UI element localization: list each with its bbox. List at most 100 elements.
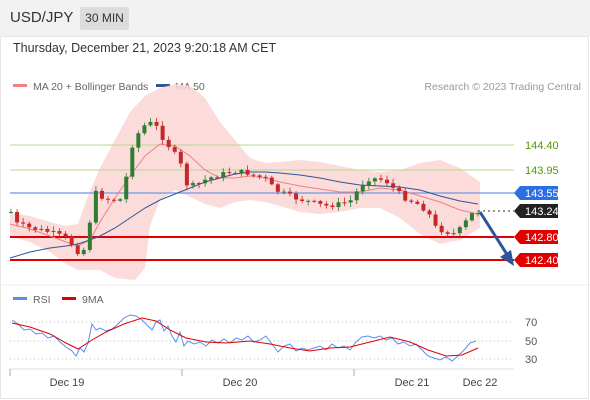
candle-body (136, 133, 141, 148)
candle-body (427, 210, 432, 215)
candle-body (9, 211, 13, 213)
candle-body (336, 202, 341, 208)
candle-body (306, 200, 311, 202)
candle-body (39, 228, 44, 230)
candle-body (33, 227, 38, 230)
candle-body (397, 187, 402, 192)
candle-body (275, 184, 280, 192)
candle-body (227, 172, 232, 174)
candle-body (63, 233, 68, 237)
level-label-142-40: 142.40 (525, 255, 559, 267)
credit-text: Research © 2023 Trading Central (424, 81, 581, 93)
x-label-dec-19: Dec 19 (50, 377, 85, 389)
price-candles (9, 117, 480, 257)
symbol-label: USD/JPY (10, 9, 74, 26)
candle-body (366, 181, 371, 186)
ma20-legend-swatch (13, 84, 27, 87)
candle-body (457, 227, 462, 234)
candle-body (342, 202, 347, 204)
rsi-level-50-label: 50 (525, 336, 537, 348)
candle-body (215, 177, 220, 179)
candle-body (197, 183, 202, 185)
candle-body (221, 172, 226, 178)
candle-body (45, 228, 50, 232)
rsi-legend-swatch (13, 297, 27, 300)
candle-body (166, 139, 171, 148)
candle-body (51, 231, 56, 233)
candle-body (124, 176, 129, 200)
candle-body (172, 147, 177, 152)
x-label-dec-20: Dec 20 (223, 377, 258, 389)
candle-body (372, 178, 377, 182)
level-label-143-24: 143.24 (525, 206, 559, 218)
candle-body (469, 213, 474, 221)
bollinger-band (10, 84, 480, 280)
candle-body (69, 236, 74, 246)
candle-body (451, 233, 456, 235)
x-label-dec-21: Dec 21 (395, 377, 430, 389)
rsi-legend-label: RSI (33, 294, 51, 306)
rsi-ma-legend-label: 9MA (82, 294, 104, 306)
candle-body (385, 179, 390, 184)
candle-body (148, 121, 153, 126)
candle-body (27, 223, 32, 228)
level-label-143-55: 143.55 (525, 188, 559, 200)
chart-datetime: Thursday, December 21, 2023 9:20:18 AM C… (13, 41, 277, 55)
level-tag-143-24 (514, 204, 558, 218)
candle-body (184, 163, 189, 186)
rsi-line (11, 314, 477, 362)
candle-body (287, 191, 292, 194)
candle-body (154, 121, 159, 126)
candle-body (160, 125, 165, 140)
timeframe-button[interactable]: 30 MIN (80, 7, 129, 30)
candle-body (348, 200, 353, 203)
x-label-dec-22: Dec 22 (463, 377, 498, 389)
candle-body (330, 205, 335, 208)
level-label-142-80: 142.80 (525, 232, 559, 244)
candle-body (209, 177, 214, 180)
candle-body (251, 174, 256, 176)
rsi-level-30-label: 30 (525, 354, 537, 366)
candle-body (106, 198, 111, 200)
candle-body (378, 178, 383, 180)
candle-body (324, 203, 329, 206)
ma50-line (9, 171, 479, 259)
candle-body (130, 147, 135, 177)
candle-body (403, 191, 408, 201)
candle-body (318, 201, 323, 204)
candle-body (203, 179, 208, 184)
candle-body (391, 183, 396, 188)
level-label-143-95: 143.95 (525, 165, 559, 177)
candle-body (75, 245, 80, 255)
candle-body (93, 190, 98, 223)
ma20-legend-label: MA 20 + Bollinger Bands (33, 81, 148, 93)
candle-body (99, 190, 104, 199)
candle-body (360, 185, 365, 192)
forecast-arrow-down-icon (500, 250, 514, 266)
candle-body (112, 199, 117, 201)
candle-body (294, 193, 299, 200)
candle-body (81, 249, 86, 255)
candle-body (57, 231, 62, 234)
candle-body (312, 200, 317, 202)
rsi-ma-line (11, 317, 479, 357)
candle-body (409, 200, 414, 202)
candle-body (415, 201, 420, 204)
candle-body (445, 232, 450, 234)
candle-body (463, 220, 468, 228)
candle-body (263, 176, 268, 178)
candle-body (233, 172, 238, 174)
level-tag-142-40 (514, 253, 558, 267)
candle-body (354, 191, 359, 201)
candle-body (300, 199, 305, 201)
candle-body (239, 169, 244, 174)
candle-body (142, 125, 147, 134)
candle-body (433, 214, 438, 226)
candle-body (257, 175, 262, 177)
level-label-144-40: 144.40 (525, 140, 559, 152)
ma50-legend-swatch (156, 84, 170, 87)
candle-body (245, 169, 250, 175)
chart-header: USD/JPY 30 MIN (0, 0, 590, 36)
level-tag-143-55 (514, 186, 558, 200)
